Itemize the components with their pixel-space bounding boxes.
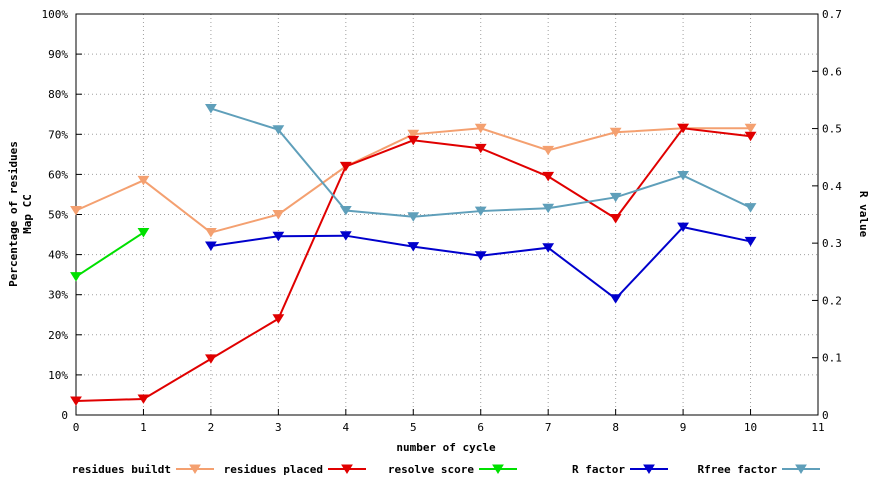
data-point-residues-buildt — [272, 210, 285, 220]
y-right-axis-title: R value — [857, 191, 870, 238]
data-point-R-factor — [744, 236, 757, 247]
data-point-residues-buildt — [70, 205, 82, 216]
y-right-tick-label: 0.4 — [822, 180, 842, 193]
y-left-axis-title: Percentage of residues — [7, 141, 20, 287]
y-left-tick-label: 30% — [48, 289, 68, 302]
data-point-R-factor — [609, 294, 622, 304]
legend-marker-R-factor — [643, 464, 655, 474]
data-point-residues-placed — [542, 171, 555, 182]
series-resolve-score — [70, 228, 150, 282]
y-left-tick-label: 0 — [61, 409, 68, 422]
x-tick-label: 7 — [545, 421, 552, 434]
data-point-R-factor — [474, 251, 487, 261]
data-point-R-factor — [272, 231, 285, 242]
y-left-tick-label: 10% — [48, 369, 68, 382]
data-point-residues-placed — [407, 135, 420, 146]
data-point-residues-buildt — [609, 127, 622, 138]
series-Rfree-factor — [205, 104, 757, 222]
x-tick-label: 6 — [477, 421, 484, 434]
y-right-tick-label: 0.7 — [822, 8, 842, 21]
y-left-axis-subtitle: Map CC — [21, 194, 34, 234]
series-line-resolve-score — [75, 231, 145, 278]
legend-marker-resolve-score — [492, 464, 504, 474]
x-tick-label: 4 — [343, 421, 350, 434]
y-left-tick-label: 90% — [48, 48, 68, 61]
y-left-tick-label: 60% — [48, 168, 68, 181]
data-point-Rfree-factor — [407, 212, 420, 222]
data-point-Rfree-factor — [339, 205, 352, 216]
data-point-residues-buildt — [542, 145, 555, 156]
data-point-residues-placed — [205, 354, 217, 364]
data-point-resolve-score — [70, 272, 82, 282]
x-axis-title: number of cycle — [396, 441, 496, 454]
x-tick-label: 2 — [208, 421, 215, 434]
y-left-tick-label: 100% — [42, 8, 69, 21]
data-point-residues-buildt — [205, 228, 217, 238]
axis-ticks: 0 10% 20% 30% 40% 50% 60% 70% 80% 90% 100% 0 0.1 0.2 0… — [42, 8, 843, 434]
series-R-factor — [205, 222, 757, 304]
x-tick-label: 0 — [73, 421, 80, 434]
legend-marker-residues-placed — [341, 464, 353, 474]
data-point-R-factor — [205, 241, 217, 251]
data-point-R-factor — [339, 231, 352, 241]
legend-marker-Rfree-factor — [795, 464, 807, 474]
data-point-resolve-score — [137, 228, 150, 238]
series-line-residues-placed — [75, 127, 751, 402]
data-point-residues-buildt — [744, 123, 757, 134]
data-point-Rfree-factor — [272, 125, 285, 135]
data-point-residues-placed — [272, 314, 285, 324]
data-point-residues-placed — [137, 394, 150, 404]
legend: residues buildt residues placed resolve sc… — [72, 463, 820, 476]
data-point-residues-buildt — [137, 175, 150, 186]
data-point-Rfree-factor — [205, 104, 217, 114]
y-left-tick-label: 20% — [48, 329, 68, 342]
y-left-tick-label: 80% — [48, 88, 68, 101]
data-point-residues-placed — [744, 131, 757, 142]
series-group — [70, 104, 757, 406]
data-point-residues-placed — [70, 396, 82, 406]
data-point-Rfree-factor — [474, 206, 487, 217]
y-left-tick-label: 40% — [48, 249, 68, 262]
legend-label-resolve-score: resolve score — [388, 463, 474, 476]
legend-label-Rfree-factor: Rfree factor — [698, 463, 778, 476]
data-point-residues-placed — [339, 161, 352, 172]
y-left-tick-label: 70% — [48, 128, 68, 141]
data-point-Rfree-factor — [677, 171, 689, 181]
y-right-tick-label: 0.1 — [822, 352, 842, 365]
x-tick-label: 1 — [140, 421, 147, 434]
legend-label-residues-placed: residues placed — [224, 463, 323, 476]
series-residues-placed — [70, 123, 757, 406]
data-point-Rfree-factor — [542, 203, 555, 214]
data-point-residues-placed — [609, 214, 622, 224]
legend-marker-residues-buildt — [189, 464, 201, 474]
y-right-tick-label: 0.6 — [822, 65, 842, 78]
legend-label-residues-buildt: residues buildt — [72, 463, 171, 476]
data-point-R-factor — [407, 242, 420, 252]
data-point-Rfree-factor — [609, 192, 622, 203]
data-point-Rfree-factor — [744, 203, 757, 213]
legend-label-R-factor: R factor — [572, 463, 625, 476]
data-point-R-factor — [677, 222, 689, 233]
x-tick-label: 11 — [811, 421, 824, 434]
x-tick-label: 9 — [680, 421, 687, 434]
y-right-tick-label: 0.2 — [822, 294, 842, 307]
data-point-residues-placed — [474, 143, 487, 154]
y-right-tick-label: 0.3 — [822, 237, 842, 250]
x-tick-label: 3 — [275, 421, 282, 434]
y-left-tick-label: 50% — [48, 209, 68, 222]
y-right-tick-label: 0 — [822, 409, 829, 422]
data-point-residues-buildt — [474, 123, 487, 134]
x-tick-label: 8 — [612, 421, 619, 434]
data-point-residues-placed — [677, 123, 689, 134]
y-right-tick-label: 0.5 — [822, 123, 842, 136]
data-point-residues-buildt — [407, 129, 420, 140]
data-point-R-factor — [542, 243, 555, 253]
x-tick-label: 5 — [410, 421, 417, 434]
x-tick-label: 10 — [744, 421, 757, 434]
